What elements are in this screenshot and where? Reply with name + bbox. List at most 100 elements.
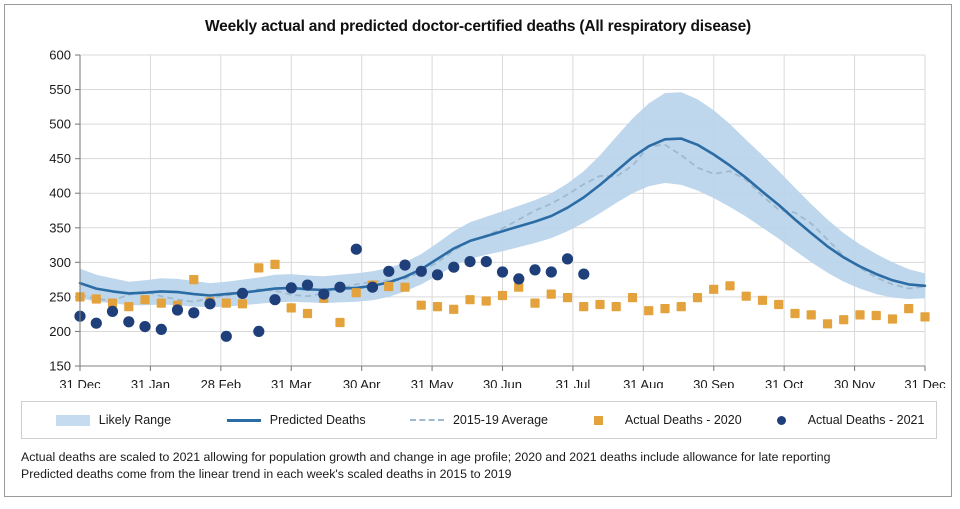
- data-point-2020: [904, 304, 914, 314]
- data-point-2020: [351, 288, 361, 298]
- legend-item-label: Predicted Deaths: [269, 413, 366, 427]
- footnote-line-2: Predicted deaths come from the linear tr…: [21, 467, 512, 481]
- solid-line-swatch-icon: [226, 413, 261, 427]
- y-axis-label: 500: [49, 117, 71, 132]
- data-point-2021: [578, 268, 590, 280]
- data-point-2020: [741, 291, 751, 301]
- data-point-2020: [839, 315, 849, 325]
- data-point-2021: [383, 265, 395, 277]
- data-point-2020: [400, 282, 410, 292]
- x-axis-label: 28 Feb: [201, 377, 241, 388]
- data-point-2020: [822, 319, 833, 329]
- footnote-line-1: Actual deaths are scaled to 2021 allowin…: [21, 450, 831, 464]
- data-point-2020: [855, 310, 865, 320]
- data-point-2020: [302, 308, 313, 319]
- data-point-2020: [757, 295, 768, 305]
- x-axis-label: 31 Dec: [59, 377, 101, 388]
- data-point-2020: [644, 306, 654, 316]
- y-axis-label: 200: [49, 324, 71, 339]
- data-point-2021: [301, 279, 314, 291]
- data-point-2021: [334, 281, 346, 293]
- y-axis-label: 450: [49, 151, 71, 166]
- dashed-line-swatch-icon: [409, 413, 444, 427]
- data-point-2021: [496, 266, 509, 278]
- data-point-2020: [562, 293, 573, 303]
- data-point-2020: [384, 281, 394, 292]
- data-point-2021: [350, 243, 362, 255]
- x-axis-label: 31 Aug: [623, 377, 664, 388]
- data-point-2020: [627, 293, 638, 303]
- y-axis-label: 150: [49, 359, 71, 374]
- y-axis-label: 600: [49, 48, 71, 63]
- chart-figure: Weekly actual and predicted doctor-certi…: [4, 4, 952, 497]
- legend-item-label: Actual Deaths - 2021: [807, 413, 925, 427]
- x-axis-label: 31 May: [411, 377, 454, 388]
- band-swatch-icon: [55, 413, 90, 427]
- x-axis-label: 31 Jul: [556, 377, 591, 388]
- data-point-2021: [480, 256, 492, 268]
- x-axis-label: 31 Dec: [904, 377, 946, 388]
- data-point-2021: [155, 323, 167, 335]
- data-point-2020: [871, 310, 881, 321]
- x-axis-label: 31 Jan: [131, 377, 170, 388]
- data-point-2020: [709, 284, 719, 294]
- data-point-2021: [513, 273, 525, 285]
- data-point-2021: [188, 307, 200, 319]
- x-axis-label: 31 Oct: [765, 377, 804, 388]
- data-point-2021: [269, 294, 281, 306]
- data-point-2020: [140, 295, 150, 305]
- data-point-2021: [139, 321, 151, 333]
- x-axis-label: 30 Apr: [343, 377, 381, 388]
- data-point-2020: [887, 314, 898, 324]
- data-point-2021: [171, 304, 184, 316]
- legend-item[interactable]: Predicted Deaths: [205, 413, 388, 427]
- data-point-2020: [692, 293, 703, 303]
- chart-canvas: 150 200 250 300 350 400 450 500 550 600 31 Dec 31 J…: [49, 48, 946, 389]
- data-point-2021: [399, 259, 411, 271]
- data-point-2020: [660, 304, 670, 314]
- data-point-2020: [107, 298, 118, 308]
- data-point-2021: [415, 265, 427, 277]
- data-point-2020: [124, 302, 134, 312]
- legend-item-label: Actual Deaths - 2020: [624, 413, 742, 427]
- data-point-2020: [481, 296, 491, 306]
- y-axis-label: 300: [49, 255, 71, 270]
- y-axis-label: 350: [49, 220, 71, 235]
- data-point-2020: [465, 295, 475, 305]
- x-axis-label: 30 Sep: [693, 377, 734, 388]
- likely-range-band: [80, 92, 925, 308]
- data-point-2020: [611, 302, 621, 312]
- data-point-2020: [416, 300, 426, 310]
- legend-item[interactable]: Actual Deaths - 2020: [570, 413, 753, 427]
- data-point-2021: [545, 266, 557, 278]
- data-point-2021: [90, 317, 102, 329]
- data-point-2020: [595, 299, 605, 310]
- plot-area: 150 200 250 300 350 400 450 500 550 600 31 Dec 31 J…: [5, 43, 953, 389]
- legend-item[interactable]: Likely Range: [22, 413, 205, 427]
- data-point-2020: [449, 304, 459, 314]
- data-point-2021: [285, 282, 297, 294]
- data-point-2021: [106, 305, 119, 317]
- legend-item[interactable]: Actual Deaths - 2021: [753, 413, 936, 427]
- x-axis-label: 30 Jun: [483, 377, 522, 388]
- data-point-2020: [237, 299, 248, 309]
- predicted-deaths-line: [78, 137, 927, 297]
- x-axis-label: 31 Mar: [271, 377, 312, 388]
- data-point-2021: [204, 298, 216, 310]
- data-point-2021: [448, 261, 460, 273]
- footnote-block: Actual deaths are scaled to 2021 allowin…: [21, 449, 937, 483]
- data-point-2021: [236, 287, 249, 299]
- data-point-2020: [270, 259, 280, 269]
- data-point-2020: [676, 302, 686, 312]
- data-point-2021: [431, 269, 444, 281]
- data-point-2021: [253, 325, 265, 337]
- chart-legend: Likely Range Predicted Deaths 2015-19 Aver…: [21, 401, 937, 439]
- y-axis-label: 400: [49, 186, 71, 201]
- data-point-2020: [221, 298, 231, 308]
- data-point-2021: [464, 256, 476, 268]
- data-point-2020: [286, 303, 296, 313]
- page-title: Weekly actual and predicted doctor-certi…: [205, 18, 751, 35]
- navy-circle-swatch-icon: [765, 413, 799, 427]
- legend-item[interactable]: 2015-19 Average: [388, 413, 571, 427]
- data-point-2021: [529, 264, 541, 276]
